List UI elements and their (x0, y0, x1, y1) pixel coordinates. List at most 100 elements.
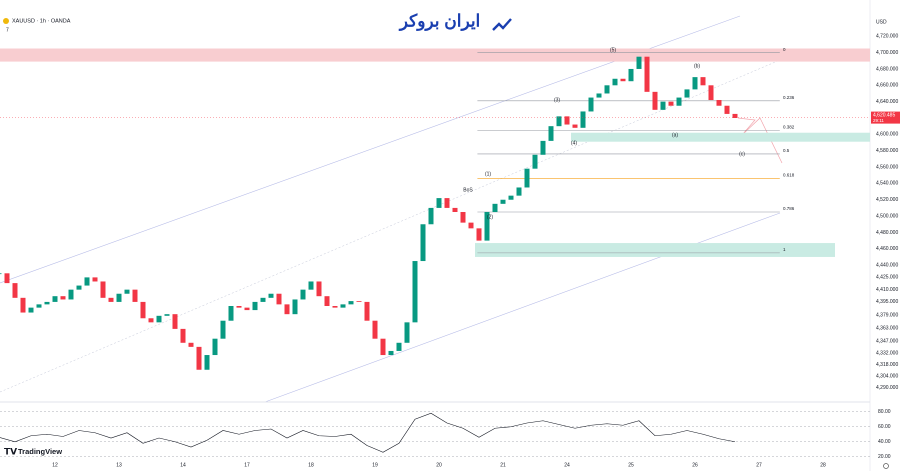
candle (580, 111, 586, 128)
candle (52, 296, 58, 302)
candle (0, 273, 2, 275)
candle (244, 307, 250, 311)
candle (468, 222, 474, 229)
candle (260, 297, 266, 302)
fib-label: 0.786 (783, 206, 795, 211)
settings-icon[interactable] (883, 463, 889, 469)
y-tick-label: 4,540.000 (876, 181, 898, 187)
y-tick-label: 4,410.000 (876, 287, 898, 293)
candle (596, 93, 602, 98)
x-tick-label: 24 (564, 462, 570, 468)
candle (516, 187, 522, 196)
candle (28, 307, 34, 313)
candle (300, 289, 306, 300)
symbol-icon (3, 18, 9, 24)
y-tick-label: 4,660.000 (876, 83, 898, 89)
y-tick-label: 4,520.000 (876, 197, 898, 203)
candle (644, 56, 650, 92)
candle (276, 293, 282, 305)
chart-title: XAUUSD · 1h · OANDA (12, 18, 71, 24)
candle (692, 77, 698, 90)
fib-label: 1 (783, 247, 786, 252)
candle (492, 203, 498, 212)
y-tick-label: 4,440.000 (876, 262, 898, 268)
wave-label: (5) (610, 47, 616, 53)
x-tick-label: 12 (52, 462, 58, 468)
zone (571, 132, 870, 142)
branding-mark: 𝗧𝗩 (4, 446, 17, 456)
y-tick-label: 4,332.000 (876, 351, 898, 357)
zone (475, 243, 835, 257)
candle (180, 328, 186, 343)
candle (164, 314, 170, 316)
candle (116, 293, 122, 302)
candle (124, 289, 130, 294)
candle (380, 338, 386, 356)
x-tick-label: 14 (180, 462, 186, 468)
candle (252, 301, 258, 311)
y-tick-label: 4,640.000 (876, 99, 898, 105)
y-tick-label: 4,318.000 (876, 362, 898, 368)
y-tick-label: 4,700.000 (876, 50, 898, 56)
candle (572, 124, 578, 128)
candle (548, 126, 554, 141)
candle (684, 89, 690, 98)
y-tick-label: 4,363.000 (876, 325, 898, 331)
wave-label: (1) (485, 171, 491, 177)
y-tick-label: 4,347.000 (876, 338, 898, 344)
fib-label: 0.618 (783, 173, 795, 178)
last-price: 4,620.485 (873, 112, 895, 118)
fib-label: 0 (783, 47, 786, 52)
x-tick-label: 21 (500, 462, 506, 468)
candle (364, 301, 370, 321)
candle (540, 140, 546, 155)
candle (620, 78, 626, 82)
branding: TradingView (18, 447, 62, 456)
y-tick-label: 20.00 (878, 454, 891, 460)
candle (340, 304, 346, 308)
candle (732, 113, 738, 118)
x-tick-label: 20 (436, 462, 442, 468)
candle (372, 320, 378, 339)
candle (332, 306, 338, 308)
candle (660, 101, 666, 110)
channel-lines (0, 15, 783, 403)
candle (108, 297, 114, 302)
wave-label: (4) (571, 140, 577, 146)
candle (636, 56, 642, 69)
wave-label: (c) (739, 151, 745, 157)
x-tick-label: 25 (628, 462, 634, 468)
candle (236, 306, 242, 308)
candle (132, 289, 138, 302)
y-tick-label: 4,425.000 (876, 275, 898, 281)
candle (588, 97, 594, 112)
candle (44, 301, 50, 305)
candle (348, 301, 354, 305)
candle (444, 198, 450, 208)
fib-label: 0.236 (783, 95, 795, 100)
x-tick-label: 26 (692, 462, 698, 468)
candle (420, 224, 426, 262)
candle (460, 212, 466, 223)
candle (628, 68, 634, 82)
y-tick-label: 4,720.000 (876, 34, 898, 40)
candle (564, 116, 570, 125)
candle (68, 289, 74, 300)
candle (84, 277, 90, 286)
candle (212, 338, 218, 356)
candle (668, 101, 674, 106)
last-price-box (871, 111, 900, 124)
indicator-count: 7 (6, 27, 9, 33)
x-tick-label: 17 (244, 462, 250, 468)
candle (604, 85, 610, 94)
candle (140, 301, 146, 319)
candle (356, 301, 362, 302)
x-tick-label: 27 (756, 462, 762, 468)
candle (396, 342, 402, 351)
brand-logo: ایران بروکر (398, 11, 481, 31)
candle (412, 261, 418, 323)
candle (476, 228, 482, 241)
candle (508, 195, 514, 200)
candle (148, 318, 154, 323)
